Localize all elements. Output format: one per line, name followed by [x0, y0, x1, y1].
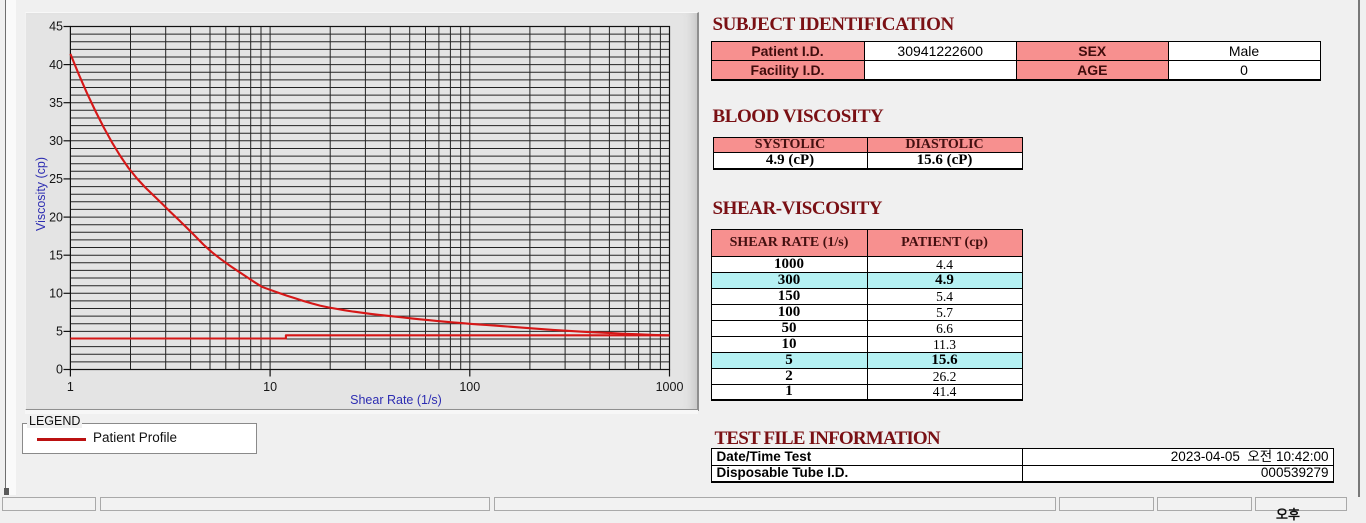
svg-text:10: 10: [49, 287, 63, 301]
svg-text:25: 25: [49, 172, 63, 186]
svg-text:10: 10: [263, 380, 277, 394]
svg-text:40: 40: [49, 58, 63, 72]
svg-text:1000: 1000: [656, 380, 684, 394]
svg-text:5: 5: [56, 325, 63, 339]
svg-text:20: 20: [49, 210, 63, 224]
svg-text:100: 100: [459, 380, 480, 394]
svg-text:1: 1: [67, 380, 74, 394]
svg-text:35: 35: [49, 96, 63, 110]
svg-text:30: 30: [49, 134, 63, 148]
svg-text:45: 45: [49, 20, 63, 34]
svg-text:Shear Rate (1/s): Shear Rate (1/s): [350, 393, 442, 407]
svg-text:0: 0: [56, 363, 63, 377]
svg-text:Viscosity (cp): Viscosity (cp): [34, 157, 48, 231]
svg-text:15: 15: [49, 248, 63, 262]
